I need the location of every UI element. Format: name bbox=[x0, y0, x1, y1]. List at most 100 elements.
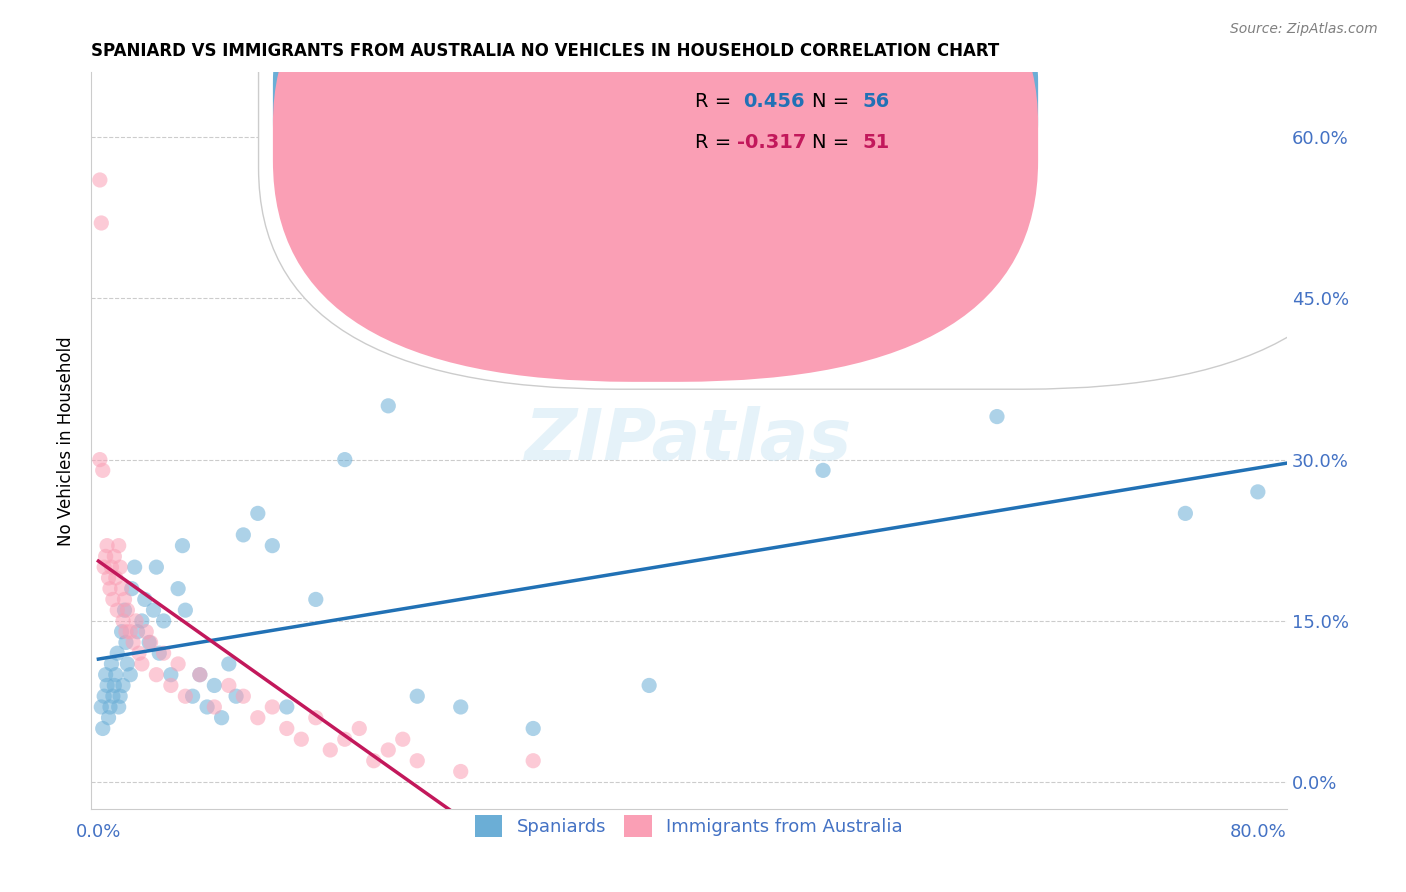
Point bbox=[391, 732, 413, 747]
Point bbox=[93, 690, 115, 704]
Point bbox=[120, 624, 142, 639]
Text: N =: N = bbox=[813, 93, 856, 112]
Point bbox=[377, 743, 399, 757]
Point bbox=[246, 507, 269, 521]
Point bbox=[89, 452, 111, 467]
Point bbox=[114, 603, 136, 617]
Text: 51: 51 bbox=[862, 133, 890, 152]
Point bbox=[276, 700, 298, 714]
Point bbox=[138, 635, 160, 649]
Point bbox=[305, 711, 328, 725]
Text: ZIPatlas: ZIPatlas bbox=[526, 406, 852, 475]
Point bbox=[100, 560, 122, 574]
Point bbox=[96, 539, 118, 553]
Point bbox=[450, 700, 472, 714]
Text: 56: 56 bbox=[862, 93, 890, 112]
Point bbox=[522, 754, 544, 768]
Point bbox=[131, 657, 153, 671]
Point bbox=[89, 173, 111, 187]
Point bbox=[305, 592, 328, 607]
Point bbox=[188, 667, 211, 681]
Point bbox=[160, 678, 183, 692]
Point bbox=[202, 678, 225, 692]
Point bbox=[290, 732, 312, 747]
Point bbox=[103, 549, 125, 564]
Point bbox=[114, 592, 136, 607]
Point bbox=[90, 700, 112, 714]
Point bbox=[94, 667, 117, 681]
Point bbox=[134, 592, 156, 607]
Point bbox=[276, 722, 298, 736]
Point bbox=[104, 571, 127, 585]
Point bbox=[218, 678, 240, 692]
Point bbox=[94, 549, 117, 564]
Point bbox=[148, 646, 170, 660]
Point bbox=[174, 690, 197, 704]
Point bbox=[93, 560, 115, 574]
Point bbox=[333, 452, 356, 467]
Point bbox=[108, 690, 131, 704]
Point bbox=[105, 603, 128, 617]
Point bbox=[105, 646, 128, 660]
Point bbox=[172, 539, 194, 553]
Text: R =: R = bbox=[695, 93, 738, 112]
Point bbox=[128, 646, 150, 660]
Point bbox=[319, 743, 342, 757]
Point bbox=[122, 635, 145, 649]
Point bbox=[101, 690, 124, 704]
Point bbox=[98, 700, 121, 714]
Point bbox=[246, 711, 269, 725]
Point bbox=[1247, 484, 1270, 499]
Point bbox=[377, 399, 399, 413]
Point bbox=[91, 463, 114, 477]
Y-axis label: No Vehicles in Household: No Vehicles in Household bbox=[58, 336, 75, 546]
Text: R =: R = bbox=[695, 133, 738, 152]
Legend: Spaniards, Immigrants from Australia: Spaniards, Immigrants from Australia bbox=[468, 808, 910, 845]
Point bbox=[211, 711, 233, 725]
Point bbox=[142, 603, 165, 617]
Point bbox=[135, 624, 157, 639]
Point bbox=[145, 560, 167, 574]
Point bbox=[96, 678, 118, 692]
Text: Source: ZipAtlas.com: Source: ZipAtlas.com bbox=[1230, 22, 1378, 37]
Point bbox=[90, 216, 112, 230]
FancyBboxPatch shape bbox=[259, 0, 1382, 389]
Point bbox=[202, 700, 225, 714]
Text: 0.0%: 0.0% bbox=[76, 823, 121, 841]
Point bbox=[262, 700, 284, 714]
Point bbox=[167, 657, 190, 671]
Point bbox=[100, 657, 122, 671]
Point bbox=[107, 539, 129, 553]
Point bbox=[103, 678, 125, 692]
Point bbox=[112, 614, 135, 628]
Point bbox=[115, 624, 138, 639]
Point bbox=[218, 657, 240, 671]
Point bbox=[127, 624, 149, 639]
Text: -0.317: -0.317 bbox=[737, 133, 806, 152]
Point bbox=[811, 463, 834, 477]
Point bbox=[195, 700, 218, 714]
Point bbox=[121, 582, 143, 596]
Point bbox=[333, 732, 356, 747]
Point bbox=[98, 582, 121, 596]
Point bbox=[152, 646, 174, 660]
Point bbox=[406, 754, 429, 768]
Point bbox=[262, 539, 284, 553]
Point bbox=[232, 528, 254, 542]
Point bbox=[107, 700, 129, 714]
Point bbox=[450, 764, 472, 779]
Point bbox=[188, 667, 211, 681]
Point bbox=[97, 711, 120, 725]
Point bbox=[406, 690, 429, 704]
Text: SPANIARD VS IMMIGRANTS FROM AUSTRALIA NO VEHICLES IN HOUSEHOLD CORRELATION CHART: SPANIARD VS IMMIGRANTS FROM AUSTRALIA NO… bbox=[91, 42, 1000, 60]
Point bbox=[349, 722, 371, 736]
Point bbox=[117, 657, 139, 671]
Point bbox=[160, 667, 183, 681]
Point bbox=[112, 678, 135, 692]
Point bbox=[522, 722, 544, 736]
Point bbox=[174, 603, 197, 617]
Point bbox=[108, 560, 131, 574]
Point bbox=[986, 409, 1008, 424]
Point bbox=[125, 614, 148, 628]
Point bbox=[1174, 507, 1197, 521]
